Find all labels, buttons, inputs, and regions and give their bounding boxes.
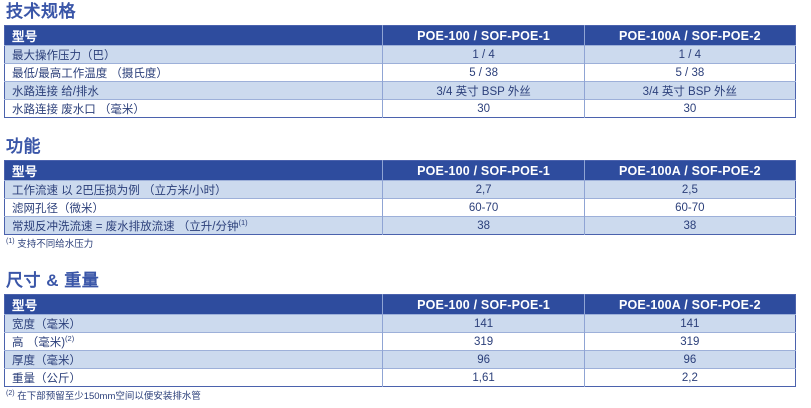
section-features: 功能 型号 POE-100 / SOF-POE-1 POE-100A / SOF… [4,137,796,251]
table-row: 厚度（毫米） 96 96 [4,350,796,369]
table-row: 宽度（毫米） 141 141 [4,314,796,333]
row-label: 最大操作压力（巴） [4,45,384,64]
row-label: 常规反冲洗流速 = 废水排放流速 （立升/分钟(1) [4,216,384,235]
footnote-marker-1: (1) [238,217,248,227]
row-value-product-2: 38 [584,216,796,235]
row-value-product-2: 5 / 38 [584,63,796,82]
row-value-product-1: 5 / 38 [382,63,585,82]
table-row: 滤网孔径（微米） 60-70 60-70 [4,198,796,217]
table-row: 最大操作压力（巴） 1 / 4 1 / 4 [4,45,796,64]
specs-table: 型号 POE-100 / SOF-POE-1 POE-100A / SOF-PO… [4,160,796,235]
row-value-product-1: 1,61 [382,368,585,387]
row-value-product-1: 38 [382,216,585,235]
row-value-product-1: 1 / 4 [382,45,585,64]
table-row: 水路连接 给/排水 3/4 英寸 BSP 外丝 3/4 英寸 BSP 外丝 [4,81,796,100]
row-value-product-1: 3/4 英寸 BSP 外丝 [382,81,585,100]
table-row: 工作流速 以 2巴压损为例 （立方米/小时） 2,7 2,5 [4,180,796,199]
table-header-row: 型号 POE-100 / SOF-POE-1 POE-100A / SOF-PO… [4,294,796,315]
column-header-product-2: POE-100A / SOF-POE-2 [584,294,796,315]
row-value-product-2: 319 [584,332,796,351]
footnote-marker-2: (2) [6,389,15,397]
row-label: 水路连接 给/排水 [4,81,384,100]
section-title: 技术规格 [6,2,76,21]
row-value-product-1: 96 [382,350,585,369]
footnote-marker-2: (2) [65,333,75,343]
row-label: 高 （毫米)(2) [4,332,384,351]
column-header-product-2: POE-100A / SOF-POE-2 [584,160,796,181]
row-label: 工作流速 以 2巴压损为例 （立方米/小时） [4,180,384,199]
specs-table: 型号 POE-100 / SOF-POE-1 POE-100A / SOF-PO… [4,25,796,118]
row-value-product-1: 30 [382,99,585,118]
footnote: (2) 在下部预留至少150mm空间以便安装排水管 [6,389,796,403]
column-header-model: 型号 [4,25,384,46]
row-value-product-1: 2,7 [382,180,585,199]
row-value-product-2: 2,5 [584,180,796,199]
row-label: 重量（公斤） [4,368,384,387]
row-label: 水路连接 废水口 （毫米） [4,99,384,118]
row-value-product-2: 60-70 [584,198,796,217]
column-header-product-1: POE-100 / SOF-POE-1 [382,25,585,46]
footnote-text: 在下部预留至少150mm空间以便安装排水管 [17,391,201,402]
row-value-product-1: 60-70 [382,198,585,217]
row-value-product-2: 1 / 4 [584,45,796,64]
column-header-model: 型号 [4,160,384,181]
table-row: 常规反冲洗流速 = 废水排放流速 （立升/分钟(1) 38 38 [4,216,796,235]
table-row: 高 （毫米)(2) 319 319 [4,332,796,351]
section-dimensions-weight: 尺寸 & 重量 型号 POE-100 / SOF-POE-1 POE-100A … [4,271,796,403]
row-value-product-1: 319 [382,332,585,351]
row-label: 最低/最高工作温度 （摄氏度） [4,63,384,82]
row-label: 厚度（毫米） [4,350,384,369]
table-header-row: 型号 POE-100 / SOF-POE-1 POE-100A / SOF-PO… [4,25,796,46]
footnote: (1) 支持不同给水压力 [6,237,796,251]
specs-table: 型号 POE-100 / SOF-POE-1 POE-100A / SOF-PO… [4,294,796,387]
row-label: 宽度（毫米） [4,314,384,333]
column-header-product-2: POE-100A / SOF-POE-2 [584,25,796,46]
column-header-product-1: POE-100 / SOF-POE-1 [382,160,585,181]
section-technical-specifications: 技术规格 型号 POE-100 / SOF-POE-1 POE-100A / S… [4,2,796,118]
row-value-product-2: 3/4 英寸 BSP 外丝 [584,81,796,100]
footnote-marker-1: (1) [6,237,15,245]
section-title: 功能 [6,137,41,156]
table-row: 最低/最高工作温度 （摄氏度） 5 / 38 5 / 38 [4,63,796,82]
row-value-product-2: 141 [584,314,796,333]
column-header-product-1: POE-100 / SOF-POE-1 [382,294,585,315]
row-label-text: 高 （毫米) [12,336,66,349]
table-header-row: 型号 POE-100 / SOF-POE-1 POE-100A / SOF-PO… [4,160,796,181]
table-row: 水路连接 废水口 （毫米） 30 30 [4,99,796,118]
table-row: 重量（公斤） 1,61 2,2 [4,368,796,387]
row-value-product-2: 2,2 [584,368,796,387]
row-label-text: 常规反冲洗流速 = 废水排放流速 （立升/分钟 [12,220,239,233]
row-label: 滤网孔径（微米） [4,198,384,217]
column-header-model: 型号 [4,294,384,315]
section-title: 尺寸 & 重量 [6,271,100,290]
row-value-product-2: 30 [584,99,796,118]
row-value-product-2: 96 [584,350,796,369]
row-value-product-1: 141 [382,314,585,333]
footnote-text: 支持不同给水压力 [17,239,94,250]
